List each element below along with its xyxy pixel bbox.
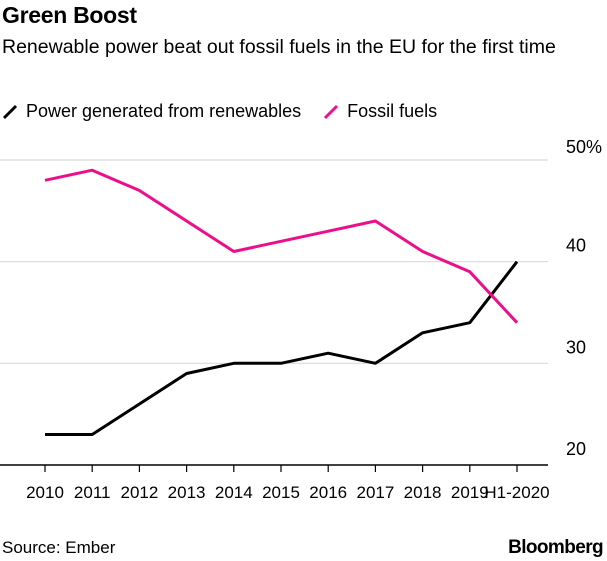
y-tick-label: 40 <box>566 236 586 256</box>
legend-label-renewables: Power generated from renewables <box>26 101 302 121</box>
x-tick-label: H1-2020 <box>484 483 549 502</box>
x-tick-label: 2010 <box>26 483 64 502</box>
x-tick-label: 2016 <box>309 483 347 502</box>
x-tick-label: 2013 <box>168 483 206 502</box>
x-tick-label: 2018 <box>404 483 442 502</box>
legend: Power generated from renewables Fossil f… <box>2 101 459 122</box>
x-tick-label: 2012 <box>120 483 158 502</box>
y-tick-label: 20 <box>566 439 586 459</box>
series-line-renewables <box>45 260 519 436</box>
legend-item-renewables: Power generated from renewables <box>2 101 301 122</box>
series-line-fossil-fuels <box>44 168 519 324</box>
legend-label-fossil: Fossil fuels <box>347 101 438 121</box>
x-tick-label: 2019 <box>451 483 489 502</box>
chart-subtitle: Renewable power beat out fossil fuels in… <box>2 36 556 58</box>
source-note: Source: Ember <box>2 538 116 557</box>
y-tick-label: 50% <box>566 137 602 157</box>
y-tick-label: 30 <box>566 337 586 357</box>
x-tick-label: 2014 <box>215 483 253 502</box>
line-chart: 20 30 40 50% 2010 2011 2012 2013 2014 2015 2016 201… <box>0 137 602 502</box>
chart-title: Green Boost <box>2 2 137 28</box>
x-tick-label: 2017 <box>356 483 394 502</box>
x-tick-label: 2015 <box>262 483 300 502</box>
legend-item-fossil: Fossil fuels <box>323 101 437 122</box>
legend-swatch-renewables <box>2 104 18 119</box>
legend-swatch-fossil <box>324 104 339 119</box>
x-tick-label: 2011 <box>74 483 111 502</box>
bloomberg-logo: Bloomberg <box>508 537 603 558</box>
